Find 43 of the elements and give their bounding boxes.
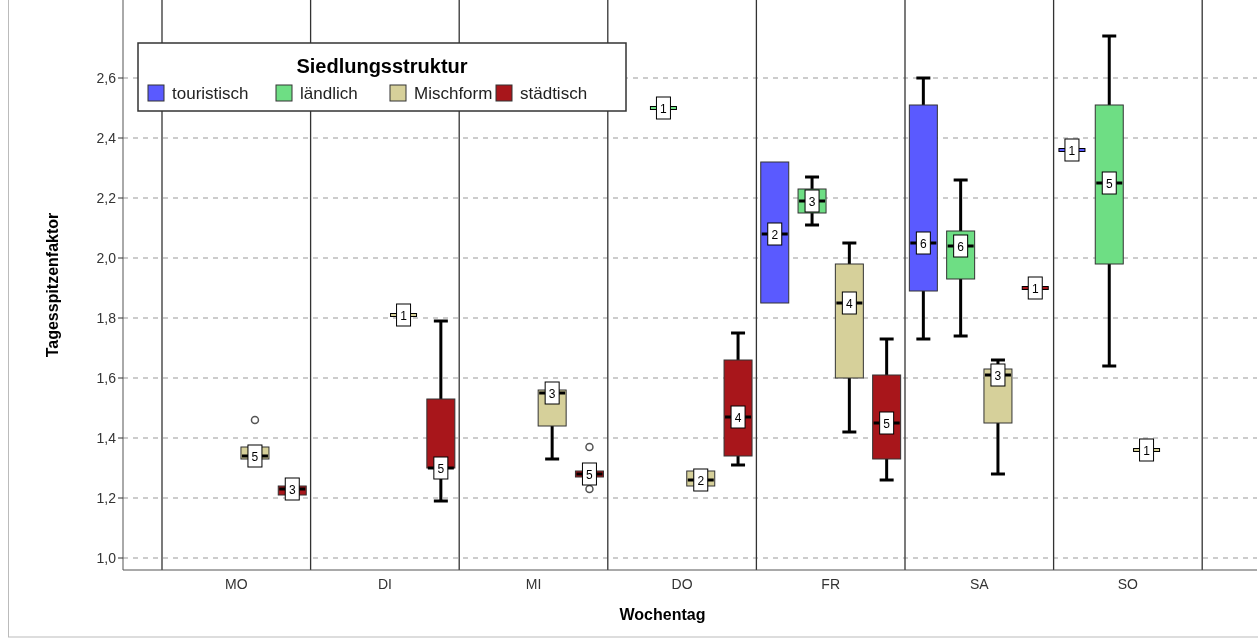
y-tick-label: 1,0 — [96, 550, 117, 566]
text: 1 — [400, 309, 407, 323]
text: 1 — [1031, 282, 1039, 296]
text: 3 — [808, 195, 816, 209]
text: 5 — [251, 450, 259, 464]
x-tick-label: DO — [671, 576, 693, 592]
y-tick-label: 1,8 — [96, 310, 117, 326]
text: 3 — [288, 483, 296, 497]
text: 5 — [1105, 177, 1113, 191]
legend-label: Mischform — [414, 84, 493, 103]
y-tick-label: 1,6 — [96, 370, 117, 386]
x-tick-label: MI — [525, 576, 542, 592]
y-tick-label: 2,6 — [96, 70, 117, 86]
x-tick-label: DI — [377, 576, 392, 592]
legend-label: ländlich — [300, 84, 358, 103]
text: 2 — [771, 228, 779, 242]
text: 2 — [697, 474, 705, 488]
text: 3 — [994, 369, 1002, 383]
y-axis-title: Tagesspitzenfaktor — [44, 212, 61, 358]
text: 3 — [548, 387, 556, 401]
legend-title: Siedlungsstruktur — [296, 55, 468, 77]
x-tick-label: FR — [821, 576, 841, 592]
y-tick-label: 2,4 — [96, 130, 117, 146]
text: 6 — [920, 237, 927, 251]
x-axis-title: Wochentag — [619, 606, 706, 623]
text: 5 — [437, 462, 445, 476]
text: 1 — [1068, 144, 1076, 158]
legend-label: städtisch — [520, 84, 588, 103]
text: 4 — [734, 411, 742, 425]
legend-label: touristisch — [172, 84, 249, 103]
y-tick-label: 2,2 — [96, 190, 117, 206]
x-tick-label: SA — [969, 576, 990, 592]
text: 5 — [883, 417, 890, 431]
y-tick-label: 1,2 — [96, 490, 117, 506]
text: 5 — [586, 468, 593, 482]
text: 1 — [660, 102, 667, 116]
y-tick-label: 1,4 — [96, 430, 117, 446]
y-tick-label: 2,0 — [96, 250, 117, 266]
text: 4 — [846, 297, 853, 311]
text: 6 — [957, 240, 964, 254]
x-tick-label: MO — [225, 576, 248, 592]
x-tick-label: SO — [1117, 576, 1139, 592]
text: 1 — [1143, 444, 1150, 458]
